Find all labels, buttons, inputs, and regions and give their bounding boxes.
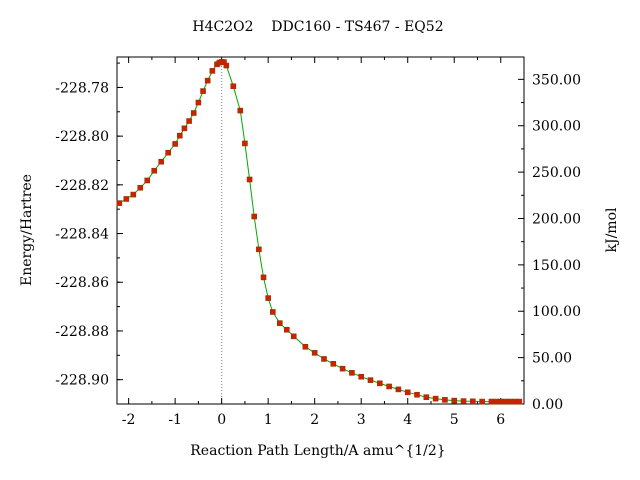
y-right-tick-label: 300.00 <box>532 119 581 135</box>
data-point <box>497 398 504 405</box>
data-point <box>116 200 123 206</box>
y-right-tick-label: 200.00 <box>532 211 581 227</box>
plot-frame <box>116 56 525 405</box>
data-point <box>386 383 392 390</box>
data-point <box>358 373 365 380</box>
y-axis-label-right: kJ/mol <box>604 207 620 253</box>
data-point <box>423 394 430 400</box>
y-right-tick-label: 150.00 <box>532 258 581 274</box>
data-point <box>151 167 158 174</box>
data-point <box>516 398 523 405</box>
y-right-tick-label: 0.00 <box>532 397 563 413</box>
y-axis-label-left: Energy/Hartree <box>19 174 35 286</box>
data-point <box>230 83 237 90</box>
data-point <box>165 149 171 156</box>
data-point <box>195 99 202 106</box>
data-point <box>190 110 197 116</box>
x-tick-label: 3 <box>357 412 366 428</box>
x-tick-label: 0 <box>217 412 226 428</box>
data-point <box>442 397 448 403</box>
data-point <box>283 326 290 333</box>
data-point <box>176 132 183 139</box>
x-tick-label: 4 <box>403 412 412 428</box>
data-point <box>186 118 192 124</box>
data-point <box>488 398 495 405</box>
y-left-tick-label: -228.80 <box>55 129 109 145</box>
data-point <box>158 158 164 165</box>
data-point <box>511 398 518 405</box>
x-tick-label: 2 <box>310 412 319 428</box>
data-point <box>223 62 230 69</box>
x-tick-label: -2 <box>122 412 136 428</box>
data-point <box>339 365 346 372</box>
data-point <box>130 191 137 198</box>
data-point <box>204 77 211 84</box>
data-point <box>276 320 283 326</box>
data-point <box>470 398 476 405</box>
data-point <box>414 391 420 398</box>
data-point <box>451 397 458 404</box>
data-point <box>404 389 411 396</box>
data-point <box>260 274 267 281</box>
data-point <box>246 176 253 183</box>
x-tick-label: 1 <box>264 412 273 428</box>
y-left-tick-label: -228.90 <box>55 373 109 389</box>
data-point <box>123 196 130 202</box>
data-point <box>265 295 271 301</box>
data-point <box>377 380 383 387</box>
x-axis-label: Reaction Path Length/A amu^{1/2} <box>190 443 445 459</box>
data-point <box>302 343 309 350</box>
y-left-tick-label: -228.84 <box>55 227 109 243</box>
data-point <box>144 177 151 184</box>
data-point <box>507 398 513 405</box>
data-point <box>367 377 374 383</box>
data-point <box>137 184 144 191</box>
data-point <box>209 68 216 74</box>
data-point <box>311 350 318 356</box>
y-right-tick-label: 250.00 <box>532 165 581 181</box>
data-point <box>349 370 355 376</box>
plot-area: -2 -1 0 1 2 3 4 5 6 -228.78 -228.80 -228.82 -228.84 -… <box>55 56 581 428</box>
data-point <box>395 386 402 393</box>
data-point <box>181 125 188 132</box>
x-tick-label: 5 <box>450 412 459 428</box>
data-point <box>172 141 178 147</box>
y-left-tick-label: -228.88 <box>55 324 109 340</box>
x-tick-label: -1 <box>168 412 182 428</box>
y-right-tick-label: 50.00 <box>532 351 572 367</box>
data-point <box>242 140 248 147</box>
data-point <box>237 107 244 114</box>
chart-title: H4C2O2 DDC160 - TS467 - EQ52 <box>192 19 443 35</box>
energy-curve <box>119 61 520 403</box>
data-point <box>460 398 467 404</box>
data-point <box>251 213 258 220</box>
data-point <box>432 395 439 402</box>
data-point <box>256 246 262 253</box>
data-point <box>330 361 337 367</box>
data-point <box>321 356 327 362</box>
x-tick-label: 6 <box>496 412 505 428</box>
data-point <box>502 398 509 405</box>
y-left-tick-label: -228.86 <box>55 275 109 291</box>
data-point <box>479 398 485 405</box>
y-right-tick-label: 100.00 <box>532 304 581 320</box>
data-point <box>200 88 206 94</box>
y-right-tick-label: 350.00 <box>532 72 581 88</box>
y-left-tick-label: -228.82 <box>55 178 109 194</box>
data-point <box>290 333 297 340</box>
data-point <box>493 398 499 405</box>
data-point <box>270 309 276 315</box>
y-left-tick-label: -228.78 <box>55 80 109 96</box>
